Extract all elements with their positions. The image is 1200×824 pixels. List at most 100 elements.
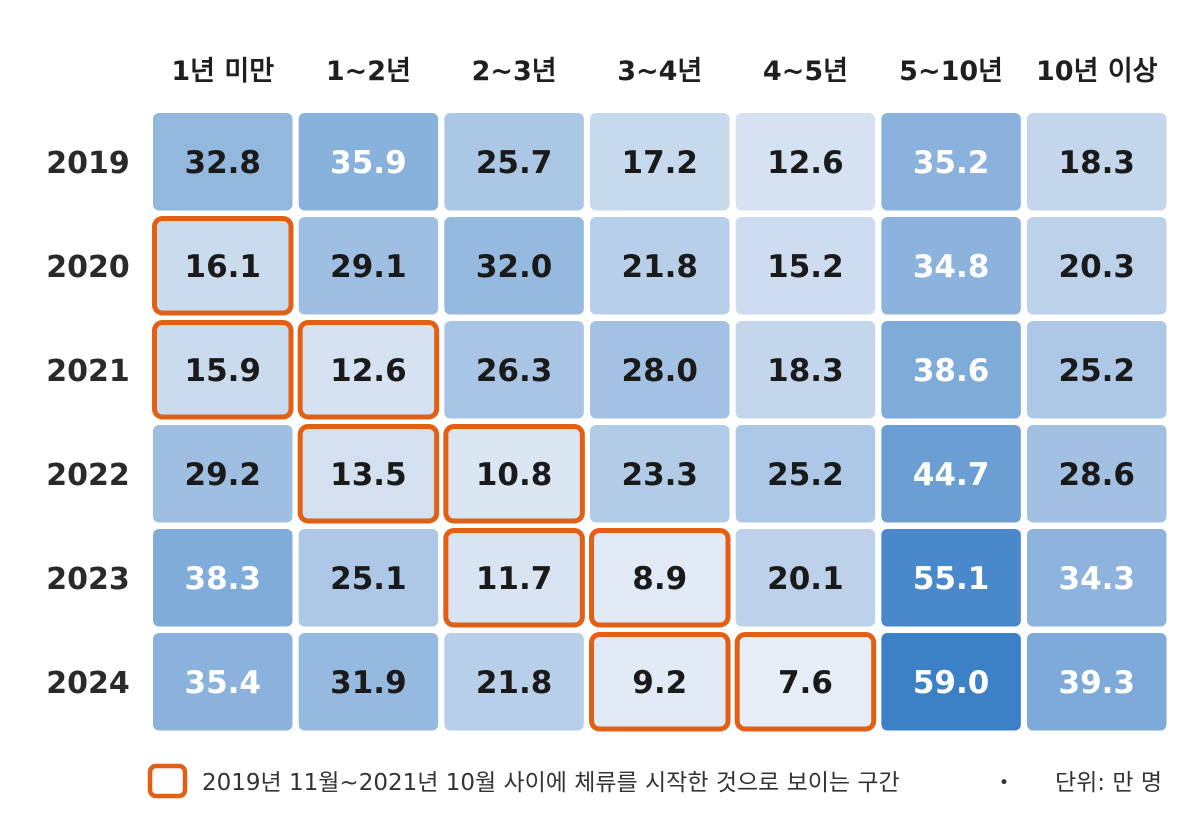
legend-unit-label: 단위: 만 명 xyxy=(1055,770,1162,796)
column-label: 5~10년 xyxy=(899,56,1003,87)
heatmap-cell xyxy=(298,425,439,523)
heatmap-cell xyxy=(444,113,584,211)
column-label: 4~5년 xyxy=(763,56,848,87)
heatmap-cell xyxy=(881,113,1021,211)
cell-value-label: 20.1 xyxy=(767,561,844,597)
heatmap-cells: 32.8 35.9 25.7 17.2 12.6 35.2 18.3 16.1 29.1 32.0… xyxy=(152,113,1167,732)
heatmap-cell xyxy=(590,321,730,419)
cell-value-label: 9.2 xyxy=(632,665,687,701)
cell-value-label: 21.8 xyxy=(622,249,699,285)
heatmap-cell xyxy=(735,113,876,211)
heatmap-cell xyxy=(590,633,730,731)
cell-value-label: 8.9 xyxy=(632,561,687,597)
heatmap-cell xyxy=(590,113,730,211)
row-label: 2021 xyxy=(46,354,130,389)
highlight-border xyxy=(734,632,877,732)
heatmap-cell xyxy=(1027,217,1167,315)
cell-value-label: 25.7 xyxy=(476,145,553,181)
cell-value-label: 28.0 xyxy=(622,353,699,389)
cell-value-label: 13.5 xyxy=(330,457,407,493)
row-labels: 2019 2020 2021 2022 2023 2024 xyxy=(46,146,130,701)
cell-value-label: 34.8 xyxy=(913,249,990,285)
column-label: 3~4년 xyxy=(617,56,702,87)
legend: 2019년 11월~2021년 10월 사이에 체류를 시작한 것으로 보이는 … xyxy=(147,763,1162,799)
cell-value-label: 12.6 xyxy=(330,353,407,389)
cell-value-label: 29.2 xyxy=(185,457,262,493)
heatmap-cell xyxy=(153,425,293,523)
heatmap-cell xyxy=(590,217,730,315)
heatmap-cell xyxy=(298,633,439,731)
heatmap-cell xyxy=(881,425,1021,523)
heatmap-cell xyxy=(881,217,1021,315)
cell-value-label: 38.6 xyxy=(913,353,990,389)
heatmap-cell xyxy=(153,529,293,627)
highlight-border xyxy=(297,320,440,420)
cell-value-label: 11.7 xyxy=(476,561,553,597)
cell-value-label: 18.3 xyxy=(1059,145,1136,181)
heatmap-cell xyxy=(444,529,584,627)
cell-value-label: 21.8 xyxy=(476,665,553,701)
highlight-border xyxy=(443,528,585,628)
cell-value-label: 35.4 xyxy=(185,665,262,701)
cell-value-label: 20.3 xyxy=(1059,249,1136,285)
cell-value-label: 15.2 xyxy=(767,249,844,285)
row-label: 2024 xyxy=(46,666,130,701)
heatmap-cell xyxy=(1027,633,1167,731)
cell-value-label: 59.0 xyxy=(913,665,990,701)
column-label: 10년 이상 xyxy=(1036,56,1158,87)
cell-value-label: 28.6 xyxy=(1059,457,1136,493)
highlight-border xyxy=(152,320,294,420)
heatmap-cell xyxy=(1027,425,1167,523)
row-label: 2020 xyxy=(46,250,130,285)
heatmap-cell xyxy=(298,529,439,627)
cell-value-label: 38.3 xyxy=(185,561,262,597)
legend-highlight-label: 2019년 11월~2021년 10월 사이에 체류를 시작한 것으로 보이는 … xyxy=(202,770,900,796)
row-label: 2023 xyxy=(46,562,130,597)
cell-value-label: 44.7 xyxy=(913,457,990,493)
heatmap-cell xyxy=(735,425,876,523)
heatmap-cell xyxy=(735,217,876,315)
heatmap-cell xyxy=(298,113,439,211)
heatmap-cell xyxy=(298,217,439,315)
heatmap-cell xyxy=(153,217,293,315)
heatmap-cell xyxy=(735,321,876,419)
highlight-border xyxy=(443,424,585,524)
cell-value-label: 31.9 xyxy=(330,665,407,701)
cell-value-label: 32.0 xyxy=(476,249,553,285)
cell-value-label: 10.8 xyxy=(476,457,553,493)
heatmap-cell xyxy=(1027,321,1167,419)
cell-value-label: 18.3 xyxy=(767,353,844,389)
cell-value-label: 17.2 xyxy=(622,145,699,181)
heatmap-cell xyxy=(735,529,876,627)
row-label: 2022 xyxy=(46,458,130,493)
heatmap-cell xyxy=(153,113,293,211)
heatmap-cell xyxy=(881,529,1021,627)
cell-value-label: 25.2 xyxy=(1059,353,1136,389)
highlight-border xyxy=(589,632,731,732)
cell-value-label: 34.3 xyxy=(1059,561,1136,597)
column-labels: 1년 미만 1~2년 2~3년 3~4년 4~5년 5~10년 10년 이상 xyxy=(171,56,1157,87)
cell-value-label: 35.9 xyxy=(330,145,407,181)
column-label: 1년 미만 xyxy=(171,56,274,87)
cell-value-label: 29.1 xyxy=(330,249,407,285)
heatmap-cell xyxy=(735,633,876,731)
cell-value-label: 7.6 xyxy=(778,665,833,701)
cell-value-label: 32.8 xyxy=(185,145,262,181)
column-label: 2~3년 xyxy=(472,56,557,87)
heatmap-cell xyxy=(153,633,293,731)
cell-value-label: 25.2 xyxy=(767,457,844,493)
heatmap-cell xyxy=(881,321,1021,419)
cell-value-label: 26.3 xyxy=(476,353,553,389)
cell-value-label: 16.1 xyxy=(185,249,262,285)
cell-value-label: 55.1 xyxy=(913,561,990,597)
heatmap-cell xyxy=(444,633,584,731)
row-label: 2019 xyxy=(46,146,130,181)
cell-value-label: 35.2 xyxy=(913,145,990,181)
cell-value-label: 23.3 xyxy=(622,457,699,493)
cell-value-label: 39.3 xyxy=(1059,665,1136,701)
legend-separator: ・ xyxy=(993,770,1016,796)
heatmap-cell xyxy=(1027,529,1167,627)
heatmap-cell xyxy=(444,425,584,523)
heatmap-cell xyxy=(153,321,293,419)
